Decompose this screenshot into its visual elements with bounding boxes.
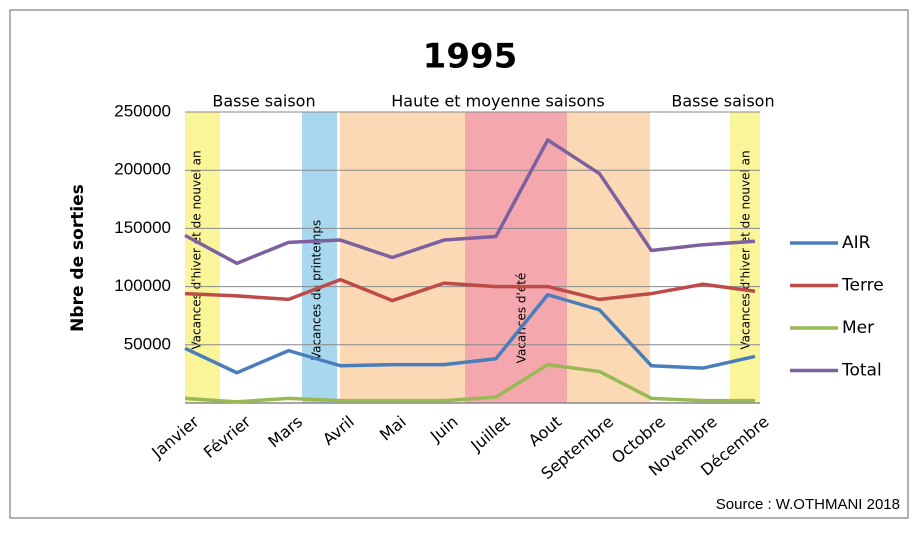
legend-label: Mer: [842, 318, 874, 338]
y-tick-label: 250000: [114, 101, 171, 120]
annotation: Vacances d'hiver et de nouvel an: [190, 150, 204, 349]
y-tick-label: 100000: [114, 276, 171, 295]
annotation: Vacances d'été: [515, 273, 529, 364]
band-mid: [340, 112, 465, 403]
band-winter: [730, 112, 760, 403]
series-line: [184, 138, 756, 266]
annotation: Vacances d'hiver et de nouvel an: [739, 150, 753, 349]
y-tick-label: 200000: [114, 160, 171, 179]
band-summer: [465, 112, 567, 403]
band-winter: [185, 112, 220, 403]
season-label: Haute et moyenne saisons: [391, 92, 604, 111]
legend-label: Terre: [841, 276, 884, 296]
source: Source : W.OTHMANI 2018: [716, 496, 900, 513]
y-axis-label: Nbre de sorties: [68, 184, 88, 332]
legend-label: AIR: [842, 233, 871, 253]
band-mid: [567, 112, 650, 403]
legend-label: Total: [841, 361, 882, 381]
season-label: Basse saison: [671, 92, 774, 111]
season-label: Basse saison: [212, 92, 315, 111]
y-tick-label: 150000: [114, 218, 171, 237]
series-line: [184, 292, 756, 375]
y-tick-label: 50000: [124, 334, 171, 353]
chart-title: 1995: [423, 37, 518, 77]
series-line: [184, 362, 755, 404]
series-line: [184, 277, 756, 303]
